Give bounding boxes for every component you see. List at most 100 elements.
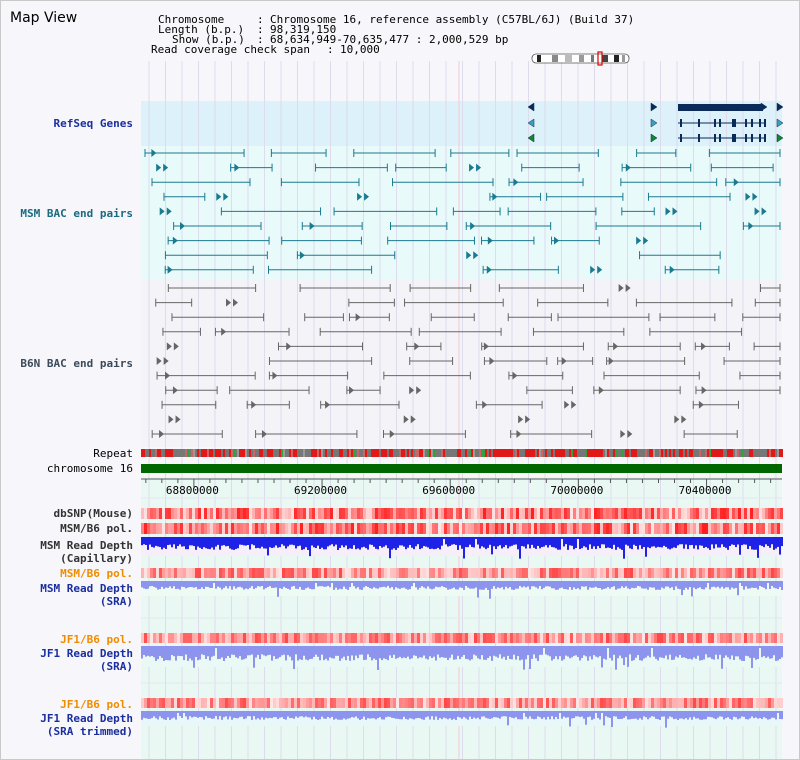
repeat-element [739,449,741,457]
depth-bar [377,646,379,670]
heat-cell [210,508,213,519]
heat-cell [654,633,657,643]
repeat-element [239,449,241,457]
depth-bar [393,537,395,549]
depth-bar [207,646,209,657]
heat-cell [555,523,558,534]
heat-cell [246,508,249,519]
heat-cell [207,698,210,708]
repeat-element [431,449,433,457]
depth-bar [193,581,195,588]
depth-bar [601,537,603,545]
depth-bar [515,646,517,660]
heat-cell [336,508,339,519]
depth-bar [647,711,649,720]
refseq-genes-track[interactable] [527,102,784,143]
heat-cell [726,523,729,534]
depth-bar [199,711,201,717]
depth-bar [533,646,535,655]
repeat-element [151,449,153,457]
depth-bar [195,581,197,588]
heat-cell [279,633,282,643]
heat-cell [258,508,261,519]
heat-cell [312,633,315,643]
heat-cell [450,508,453,519]
depth-bar [629,581,631,590]
depth-bar [291,537,293,545]
depth-bar [441,581,443,587]
repeat-element [709,449,711,457]
depth-bar [531,646,533,659]
heat-cell [591,523,594,534]
depth-bar [381,581,383,588]
heat-cell [396,523,399,534]
b6n-bac-pairs-track[interactable] [151,284,781,438]
depth-bar [779,581,781,587]
heat-cell [399,523,402,534]
depth-bar [269,537,271,548]
depth-bar [609,581,611,589]
heat-cell [297,698,300,708]
depth-bar [389,646,391,656]
heat-cell [189,508,192,519]
repeat-element [347,449,349,457]
depth-bar [169,581,171,587]
b6n-bac-pair-arrow [165,371,171,380]
chromosome-ideogram[interactable] [531,51,630,66]
heat-cell [690,698,693,708]
track-label-msm-bac: MSM BAC end pairs [20,207,133,220]
heat-cell [249,508,252,519]
depth-bar [647,581,649,590]
heat-cell [378,568,381,578]
repeat-element [569,449,571,457]
repeat-element [577,449,579,457]
depth-bar [635,581,637,588]
depth-bar [741,646,743,661]
heat-cell [267,698,270,708]
depth-bar [339,537,341,548]
depth-bar [465,581,467,586]
depth-bar [403,581,405,588]
heat-cell [636,508,639,519]
depth-bar [761,537,763,546]
heat-cell [621,633,624,643]
depth-bar [537,537,539,546]
heat-cell [597,698,600,708]
heat-cell [591,508,594,519]
heat-cell [654,568,657,578]
depth-bar [321,646,323,655]
heat-cell [246,523,249,534]
depth-bar [361,581,363,590]
depth-bar [375,646,377,660]
heat-cell [225,568,228,578]
heat-cell [459,698,462,708]
depth-bar [213,711,215,719]
repeat-element [439,449,441,457]
heat-cell [741,633,744,643]
heat-cell [573,523,576,534]
msm-bac-pairs-track[interactable] [144,149,781,274]
depth-bar [213,646,215,656]
depth-bar [547,711,549,717]
heat-cell [438,698,441,708]
heat-cell [351,568,354,578]
depth-bar [289,581,291,590]
repeat-element [203,449,205,457]
heat-cell [219,508,222,519]
heat-cell [261,633,264,643]
depth-bar [741,711,743,717]
depth-bar [147,537,149,550]
heat-cell [303,698,306,708]
heat-cell [357,523,360,534]
heat-cell [312,523,315,534]
depth-bar [447,581,449,590]
heat-cell [147,523,150,534]
heat-cell [708,633,711,643]
heat-cell [324,568,327,578]
depth-bar [233,537,235,550]
repeat-element [359,449,361,457]
depth-bar [755,646,757,660]
heat-cell [591,568,594,578]
depth-bar [375,581,377,589]
heat-cell [375,508,378,519]
